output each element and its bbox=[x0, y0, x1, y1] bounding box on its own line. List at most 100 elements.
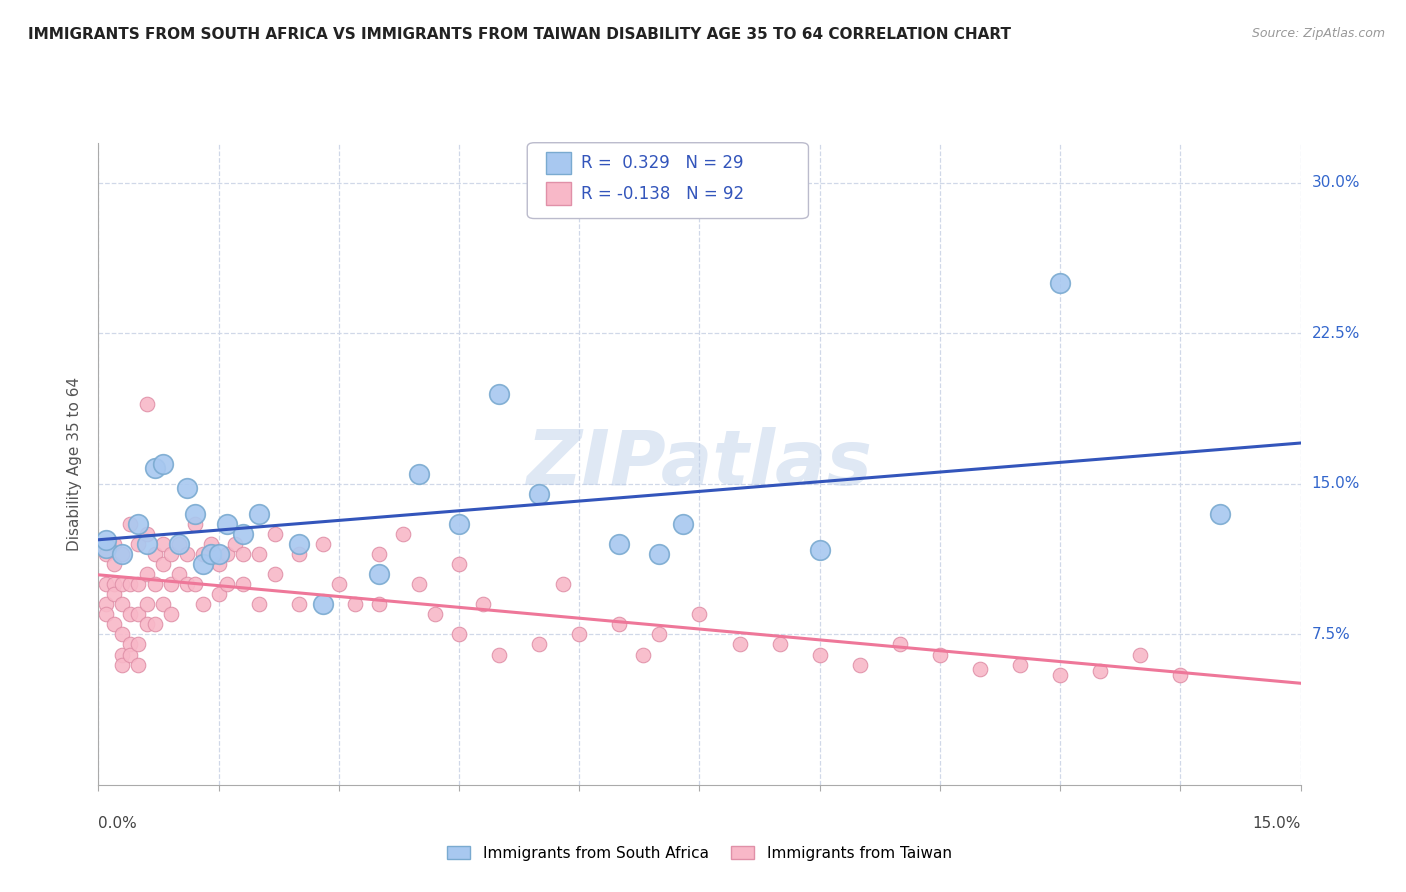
Point bbox=[96, 577, 118, 591]
Point bbox=[96, 541, 118, 555]
Text: Source: ZipAtlas.com: Source: ZipAtlas.com bbox=[1251, 27, 1385, 40]
Text: 15.0%: 15.0% bbox=[1253, 815, 1301, 830]
Point bbox=[215, 547, 238, 561]
Point bbox=[191, 557, 214, 572]
Point bbox=[1170, 667, 1192, 681]
Point bbox=[103, 557, 125, 572]
Point bbox=[1049, 667, 1071, 681]
Point bbox=[120, 516, 142, 531]
Point bbox=[176, 547, 198, 561]
Point bbox=[609, 617, 631, 632]
Point bbox=[648, 627, 671, 641]
Point bbox=[368, 598, 391, 612]
Point bbox=[167, 537, 190, 551]
Point bbox=[488, 648, 510, 662]
Point bbox=[247, 547, 270, 561]
Point bbox=[183, 507, 205, 521]
Point bbox=[143, 461, 166, 475]
Point bbox=[969, 662, 991, 676]
Point bbox=[208, 547, 231, 561]
Text: 7.5%: 7.5% bbox=[1312, 627, 1350, 642]
Point bbox=[103, 617, 125, 632]
Point bbox=[288, 537, 311, 551]
Point bbox=[159, 607, 181, 622]
Point bbox=[128, 657, 150, 672]
Point bbox=[191, 547, 214, 561]
Point bbox=[263, 527, 285, 541]
Point bbox=[368, 567, 391, 582]
Point bbox=[609, 537, 631, 551]
Point bbox=[135, 598, 157, 612]
Point bbox=[191, 598, 214, 612]
Text: 0.0%: 0.0% bbox=[98, 815, 138, 830]
Point bbox=[128, 637, 150, 651]
Point bbox=[889, 637, 911, 651]
Point bbox=[159, 577, 181, 591]
Point bbox=[849, 657, 872, 672]
Point bbox=[648, 547, 671, 561]
Point bbox=[408, 577, 430, 591]
Point bbox=[128, 607, 150, 622]
Point bbox=[488, 386, 510, 401]
Point bbox=[808, 648, 831, 662]
Point bbox=[152, 598, 174, 612]
Point bbox=[96, 533, 118, 547]
Point bbox=[135, 617, 157, 632]
Point bbox=[808, 543, 831, 558]
Point bbox=[688, 607, 710, 622]
Point bbox=[143, 577, 166, 591]
Point bbox=[135, 567, 157, 582]
Text: R =  0.329   N = 29: R = 0.329 N = 29 bbox=[581, 154, 744, 172]
Point bbox=[768, 637, 790, 651]
Point bbox=[215, 577, 238, 591]
Point bbox=[263, 567, 285, 582]
Point bbox=[288, 547, 311, 561]
Point bbox=[224, 537, 246, 551]
Point bbox=[728, 637, 751, 651]
Text: 15.0%: 15.0% bbox=[1312, 476, 1360, 491]
Point bbox=[328, 577, 350, 591]
Point bbox=[152, 537, 174, 551]
Text: ZIPatlas: ZIPatlas bbox=[526, 427, 873, 500]
Point bbox=[111, 547, 134, 561]
Point bbox=[128, 577, 150, 591]
Point bbox=[247, 507, 270, 521]
Text: 22.5%: 22.5% bbox=[1312, 326, 1360, 341]
Point bbox=[368, 547, 391, 561]
Point bbox=[143, 617, 166, 632]
Point bbox=[529, 487, 551, 501]
Point bbox=[447, 627, 470, 641]
Point bbox=[152, 457, 174, 471]
Point bbox=[120, 577, 142, 591]
Legend: Immigrants from South Africa, Immigrants from Taiwan: Immigrants from South Africa, Immigrants… bbox=[447, 846, 952, 861]
Point bbox=[128, 516, 150, 531]
Point bbox=[96, 598, 118, 612]
Point bbox=[103, 577, 125, 591]
Point bbox=[672, 516, 695, 531]
Point bbox=[111, 657, 134, 672]
Point bbox=[176, 481, 198, 495]
Point bbox=[159, 547, 181, 561]
Point bbox=[111, 648, 134, 662]
Y-axis label: Disability Age 35 to 64: Disability Age 35 to 64 bbox=[67, 376, 83, 551]
Point bbox=[111, 547, 134, 561]
Point bbox=[232, 547, 254, 561]
Point bbox=[312, 537, 335, 551]
Point bbox=[152, 557, 174, 572]
Point bbox=[553, 577, 575, 591]
Point bbox=[1129, 648, 1152, 662]
Point bbox=[120, 648, 142, 662]
Point bbox=[167, 537, 190, 551]
Point bbox=[633, 648, 655, 662]
Point bbox=[408, 467, 430, 481]
Point bbox=[200, 537, 222, 551]
Point bbox=[215, 516, 238, 531]
Point bbox=[120, 607, 142, 622]
Text: IMMIGRANTS FROM SOUTH AFRICA VS IMMIGRANTS FROM TAIWAN DISABILITY AGE 35 TO 64 C: IMMIGRANTS FROM SOUTH AFRICA VS IMMIGRAN… bbox=[28, 27, 1011, 42]
Point bbox=[208, 557, 231, 572]
Point bbox=[929, 648, 952, 662]
Point bbox=[103, 537, 125, 551]
Point bbox=[167, 567, 190, 582]
Point bbox=[128, 537, 150, 551]
Point bbox=[120, 637, 142, 651]
